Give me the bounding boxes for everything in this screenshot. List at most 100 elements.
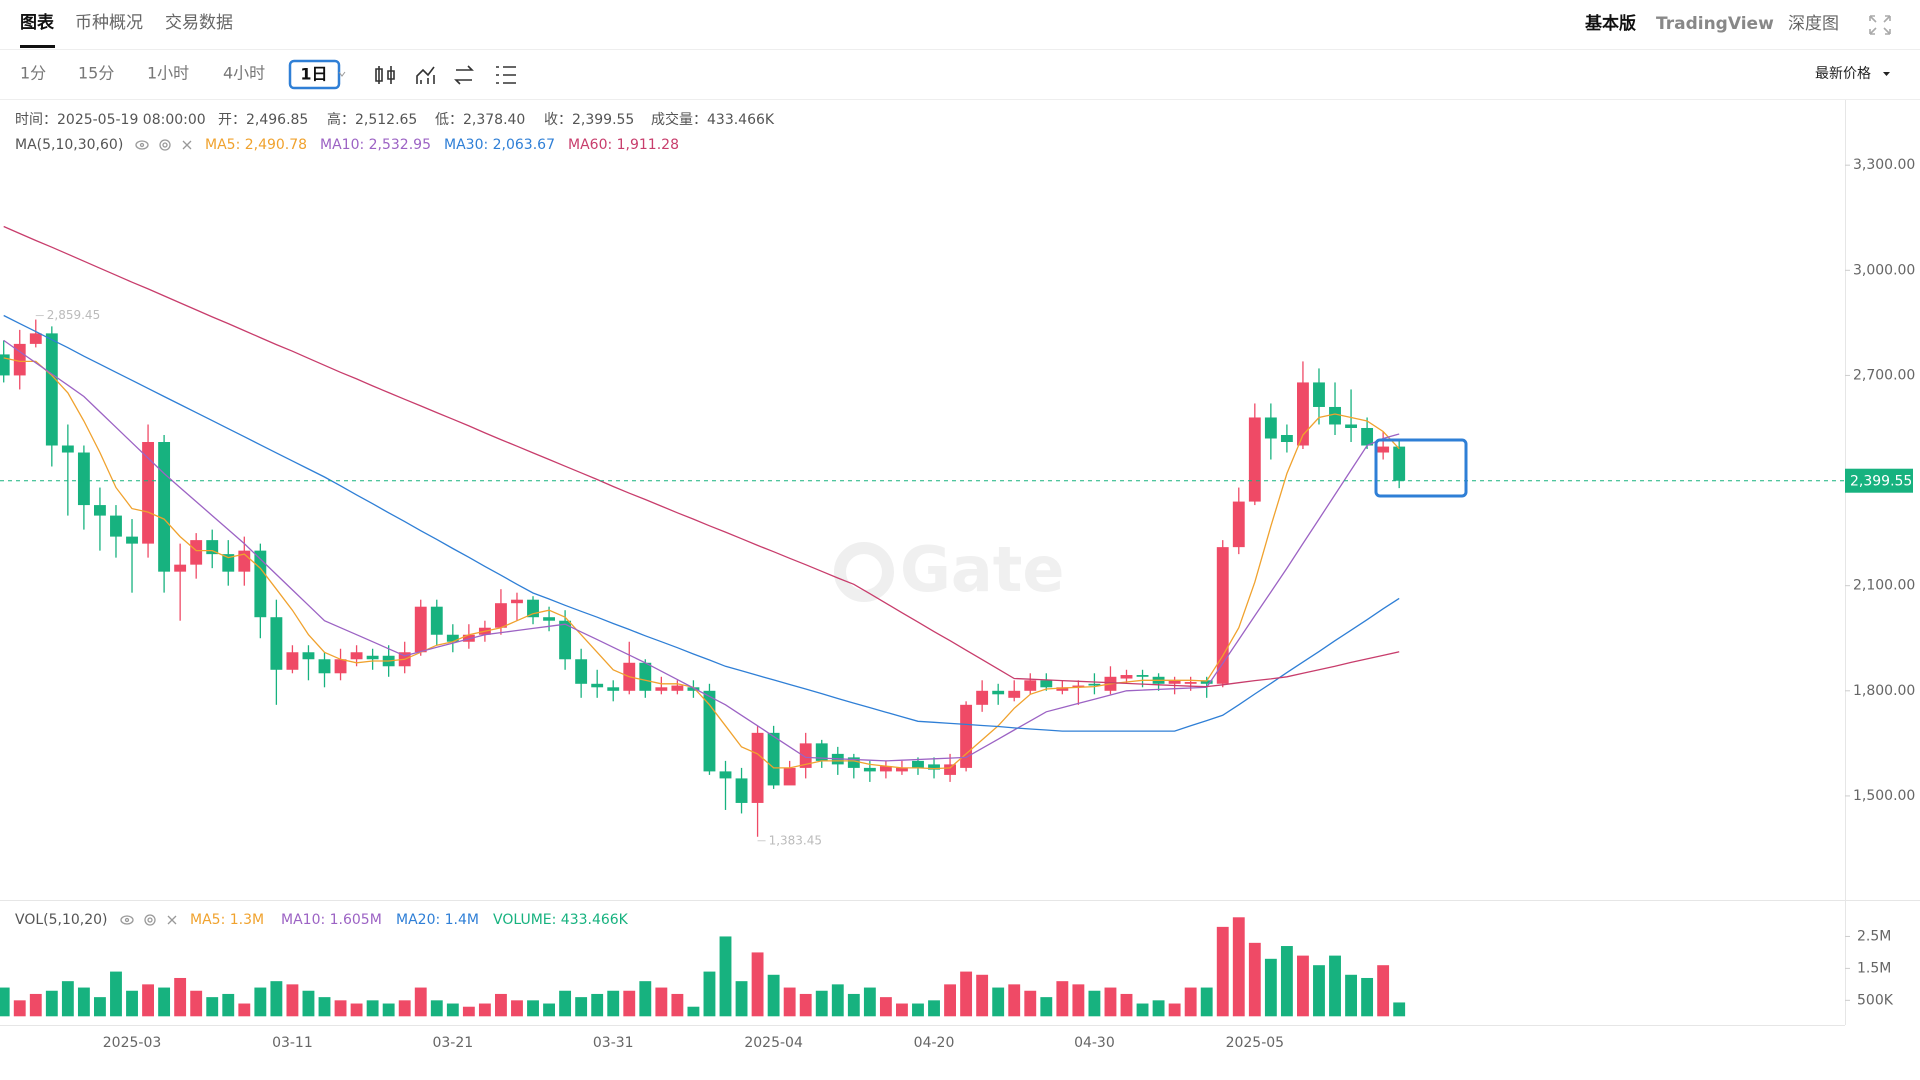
watermark: Gate (900, 533, 1064, 606)
volume-bar (896, 1003, 908, 1017)
volume-bar (1136, 1003, 1149, 1017)
last-price-tag (1845, 468, 1913, 493)
candle-body (591, 683, 604, 688)
vol-title: VOL(5,10,20) (15, 912, 108, 928)
candle-body (655, 687, 668, 691)
vol-legend: MA10: 1.605M (281, 912, 382, 928)
last-price-label: 2,399.55 (1850, 474, 1912, 490)
y-tick-label: 2.5M (1857, 928, 1891, 944)
candle-body (174, 564, 187, 572)
candle-body (366, 655, 379, 660)
volume-bar (1168, 1003, 1181, 1017)
volume-bar (1120, 993, 1133, 1017)
price-type[interactable]: 最新价格 (1815, 66, 1871, 82)
candle-body (1216, 547, 1229, 684)
view-mode[interactable]: 深度图 (1788, 14, 1839, 34)
volume-bar (1072, 984, 1085, 1017)
volume-bar (1184, 987, 1197, 1017)
candle-body (1345, 424, 1357, 428)
toolbar-icons[interactable] (375, 65, 516, 85)
volume-bar (478, 1003, 491, 1017)
volume-bar (751, 952, 764, 1017)
candle-body (446, 634, 459, 642)
candle-body (767, 732, 780, 786)
candle-body (527, 599, 539, 618)
ma-line (3, 314, 1400, 732)
candle-body (126, 536, 138, 544)
annotation: 1,383.45 (769, 833, 822, 847)
interval[interactable]: 1小时 (147, 64, 189, 83)
candle-body (94, 505, 106, 516)
volume-bar (13, 1000, 26, 1017)
candle-body (607, 687, 620, 691)
candle-body (671, 685, 684, 691)
tab[interactable]: 币种概况 (75, 13, 143, 33)
candle-body (222, 554, 235, 572)
candle-body (1024, 680, 1037, 691)
volume-bar (543, 1003, 555, 1017)
candle-body (960, 704, 973, 768)
candle-body (1264, 417, 1277, 439)
candle-body (511, 599, 523, 604)
volume-bar (799, 993, 812, 1017)
volume-bar (767, 974, 780, 1017)
volume-bar (446, 1003, 459, 1017)
view-mode[interactable]: 基本版 (1584, 13, 1636, 34)
volume-bar (110, 971, 122, 1017)
volume-bar (847, 993, 860, 1017)
volume-bar (254, 987, 267, 1017)
interval[interactable]: 1分 (20, 64, 46, 83)
volume-bar (815, 990, 828, 1017)
candle-body (1040, 680, 1053, 688)
volume-bar (1024, 990, 1037, 1017)
volume-bar (639, 981, 652, 1017)
tab[interactable]: 图表 (20, 12, 55, 33)
dropdown-arrow[interactable] (1883, 72, 1890, 76)
volume-bar (960, 971, 973, 1017)
view-mode[interactable]: TradingView (1656, 14, 1774, 34)
volume-bar (1152, 1000, 1165, 1017)
volume-bar (318, 997, 331, 1017)
candle-body (318, 659, 331, 674)
x-tick-label: 03-31 (593, 1035, 634, 1051)
y-tick-label: 500K (1857, 992, 1894, 1008)
candle-body (1072, 685, 1085, 688)
volume-bar (350, 1003, 363, 1017)
vol-legend: VOLUME: 433.466K (493, 912, 629, 928)
interval[interactable]: 4小时 (223, 64, 265, 83)
interval[interactable]: 15分 (78, 64, 114, 83)
candle-body (238, 550, 251, 572)
interval[interactable]: 1日 (300, 65, 327, 84)
dropdown-arrow[interactable] (338, 71, 346, 77)
expand-icon[interactable] (1869, 15, 1891, 35)
volume-bar (1216, 926, 1229, 1017)
volume-bar (190, 990, 203, 1017)
volume-bar (238, 1003, 251, 1017)
volume-bar (879, 997, 892, 1017)
volume-bar (1345, 974, 1357, 1017)
volume-bar (1056, 981, 1069, 1017)
candle-body (270, 617, 283, 670)
ma-icons[interactable] (135, 139, 192, 151)
volume-bar (1104, 987, 1117, 1017)
volume-bar (382, 1003, 395, 1017)
annotation: 2,859.45 (47, 308, 100, 322)
volume-bar (703, 971, 716, 1017)
vol-icons[interactable] (120, 914, 177, 926)
tab[interactable]: 交易数据 (165, 13, 233, 33)
volume-bar (334, 1000, 347, 1017)
volume-bar (1280, 946, 1293, 1017)
candle-body (1184, 682, 1197, 684)
volume-bar (591, 993, 604, 1017)
candle-body (142, 442, 154, 544)
volume-bar (655, 987, 668, 1017)
volume-bar (270, 981, 283, 1017)
volume-bar (174, 977, 187, 1017)
y-tick-label: 2,100.00 (1853, 578, 1915, 594)
volume-bar (1248, 942, 1261, 1017)
volume-bar (976, 974, 989, 1017)
volume-bar (783, 987, 796, 1017)
volume-bar (992, 987, 1005, 1017)
volume-bar (286, 984, 299, 1017)
